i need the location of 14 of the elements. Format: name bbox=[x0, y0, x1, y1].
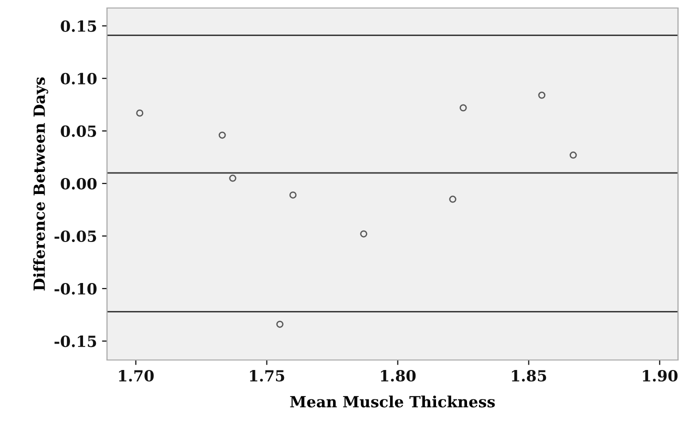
y-tick-label: -0.15 bbox=[54, 336, 96, 348]
y-tick-label: 0.00 bbox=[60, 178, 97, 190]
x-tick-label: 1.70 bbox=[119, 370, 154, 382]
x-axis-title: Mean Muscle Thickness bbox=[290, 396, 495, 408]
y-tick-label: -0.10 bbox=[54, 283, 97, 295]
y-axis-title: Difference Between Days bbox=[33, 77, 48, 291]
x-tick-label: 1.85 bbox=[512, 370, 546, 382]
y-tick-label: -0.05 bbox=[54, 230, 96, 242]
x-tick-label: 1.75 bbox=[250, 370, 284, 382]
y-tick-label: 0.05 bbox=[60, 125, 96, 137]
y-tick-label: 0.10 bbox=[60, 72, 97, 84]
y-tick-label: 0.15 bbox=[60, 20, 96, 32]
x-tick-label: 1.80 bbox=[381, 370, 416, 382]
x-tick-label: 1.90 bbox=[642, 370, 678, 382]
